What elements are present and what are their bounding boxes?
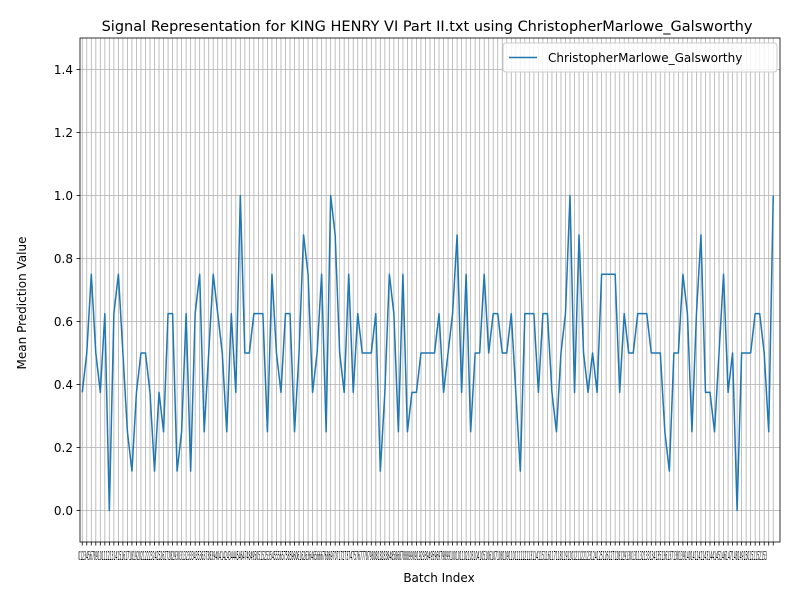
legend-box (502, 42, 778, 73)
y-tick-label: 0.2 (54, 441, 73, 455)
y-tick-label: 0.6 (54, 315, 73, 329)
x-axis-label: Batch Index (403, 571, 474, 585)
y-tick-label: 1.2 (54, 126, 73, 140)
x-tick-labels: 0123456789101112131415161718192021222324… (78, 549, 767, 563)
chart-title: Signal Representation for KING HENRY VI … (102, 19, 753, 35)
y-axis-label: Mean Prediction Value (15, 237, 29, 370)
y-tick-label: 1.0 (54, 189, 73, 203)
legend: ChristopherMarlowe_Galsworthy (502, 42, 778, 73)
plot-frame (79, 37, 781, 543)
y-tick-label: 0.4 (54, 378, 73, 392)
legend-entry-label: ChristopherMarlowe_Galsworthy (548, 51, 742, 65)
y-tick-label: 0.0 (54, 504, 73, 518)
y-ticks: 0.0 0.2 0.4 0.6 0.8 1.0 1.2 1.4 (54, 63, 80, 518)
x-ticks (81, 542, 774, 546)
y-tick-label: 0.8 (54, 252, 73, 266)
series-line-christophermarlowe-galsworthy (81, 194, 774, 512)
y-gridlines (80, 69, 780, 511)
y-tick-label: 1.4 (54, 63, 73, 77)
